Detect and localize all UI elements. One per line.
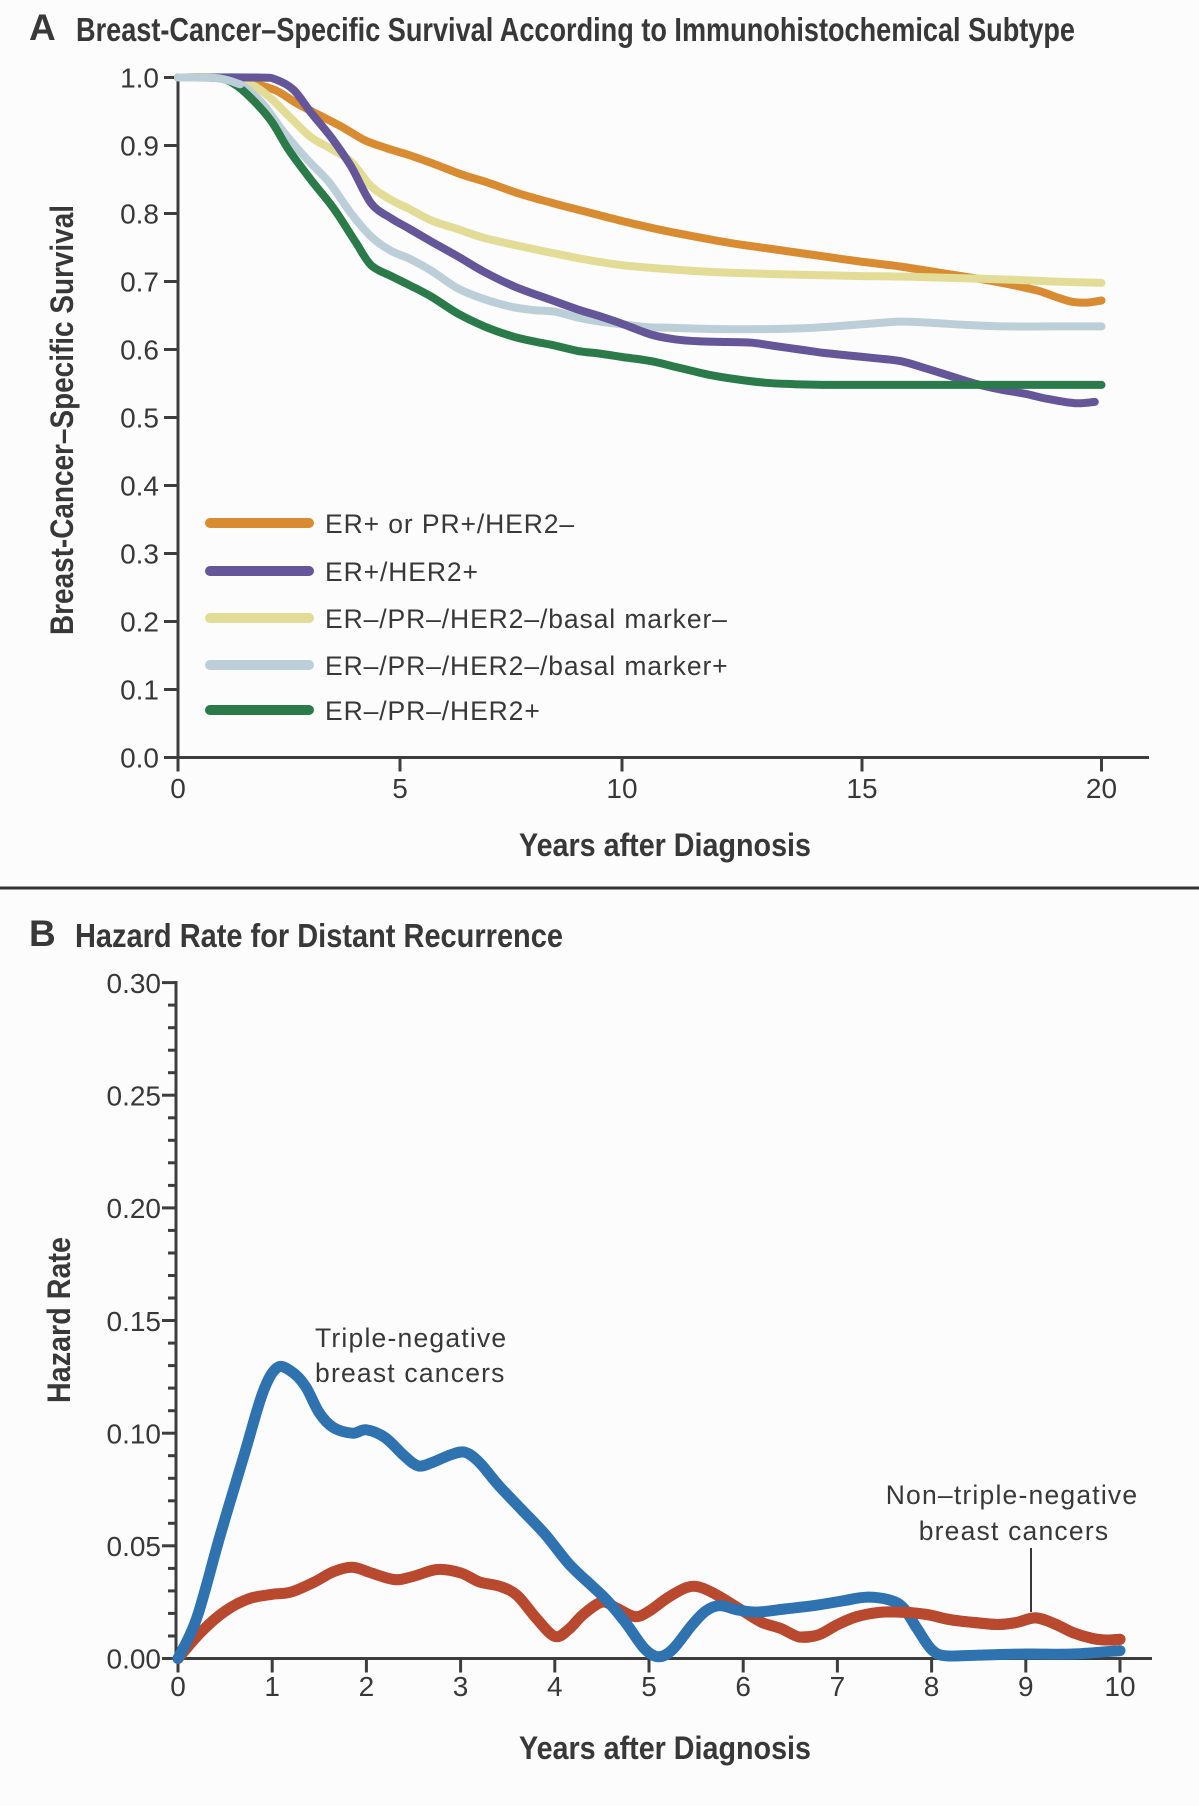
svg-text:ER–/PR–/HER2–/basal marker–: ER–/PR–/HER2–/basal marker– xyxy=(325,604,728,634)
svg-text:10: 10 xyxy=(606,773,637,804)
svg-text:3: 3 xyxy=(453,1671,469,1702)
svg-text:4: 4 xyxy=(547,1671,563,1702)
svg-text:1.0: 1.0 xyxy=(120,63,159,94)
svg-text:0.30: 0.30 xyxy=(107,968,162,999)
svg-text:0.0: 0.0 xyxy=(120,743,159,774)
svg-text:0.10: 0.10 xyxy=(107,1418,162,1449)
svg-text:8: 8 xyxy=(924,1671,940,1702)
svg-text:0.1: 0.1 xyxy=(120,675,159,706)
svg-text:Hazard Rate: Hazard Rate xyxy=(41,1237,77,1403)
svg-text:Years after Diagnosis: Years after Diagnosis xyxy=(519,827,811,863)
svg-text:10: 10 xyxy=(1104,1671,1135,1702)
svg-text:0.00: 0.00 xyxy=(107,1644,162,1675)
svg-text:9: 9 xyxy=(1018,1671,1034,1702)
svg-text:Breast-Cancer–Specific Surviva: Breast-Cancer–Specific Survival xyxy=(44,205,80,635)
svg-text:0.20: 0.20 xyxy=(107,1193,162,1224)
svg-text:Hazard Rate for Distant Recurr: Hazard Rate for Distant Recurrence xyxy=(75,917,563,954)
svg-text:0.9: 0.9 xyxy=(120,131,159,162)
svg-text:ER+/HER2+: ER+/HER2+ xyxy=(325,557,479,587)
svg-text:0.8: 0.8 xyxy=(120,199,159,230)
svg-text:6: 6 xyxy=(735,1671,751,1702)
svg-text:0: 0 xyxy=(170,1671,186,1702)
svg-text:0.5: 0.5 xyxy=(120,403,159,434)
svg-text:breast cancers: breast cancers xyxy=(315,1358,506,1388)
svg-text:Years after Diagnosis: Years after Diagnosis xyxy=(519,1730,811,1766)
svg-text:ER–/PR–/HER2+: ER–/PR–/HER2+ xyxy=(325,696,541,726)
svg-text:0.25: 0.25 xyxy=(107,1081,162,1112)
svg-text:0.15: 0.15 xyxy=(107,1306,162,1337)
svg-text:0.3: 0.3 xyxy=(120,539,159,570)
svg-text:ER+ or PR+/HER2–: ER+ or PR+/HER2– xyxy=(325,509,575,539)
svg-text:0.05: 0.05 xyxy=(107,1531,162,1562)
svg-text:7: 7 xyxy=(830,1671,846,1702)
svg-text:2: 2 xyxy=(359,1671,375,1702)
svg-text:0.2: 0.2 xyxy=(120,607,159,638)
svg-text:Non–triple-negative: Non–triple-negative xyxy=(886,1480,1139,1510)
svg-text:5: 5 xyxy=(392,773,408,804)
svg-text:0.6: 0.6 xyxy=(120,335,159,366)
svg-text:Triple-negative: Triple-negative xyxy=(315,1323,507,1353)
svg-text:0: 0 xyxy=(170,773,186,804)
svg-text:Breast-Cancer–Specific Surviva: Breast-Cancer–Specific Survival Accordin… xyxy=(76,11,1075,48)
svg-text:0.7: 0.7 xyxy=(120,267,159,298)
svg-text:ER–/PR–/HER2–/basal marker+: ER–/PR–/HER2–/basal marker+ xyxy=(325,651,729,681)
svg-text:0.4: 0.4 xyxy=(120,471,159,502)
svg-text:20: 20 xyxy=(1086,773,1117,804)
svg-text:breast cancers: breast cancers xyxy=(919,1516,1110,1546)
svg-text:15: 15 xyxy=(846,773,877,804)
svg-text:5: 5 xyxy=(641,1671,657,1702)
svg-text:1: 1 xyxy=(264,1671,280,1702)
svg-text:A: A xyxy=(29,7,56,48)
svg-text:B: B xyxy=(29,913,56,954)
